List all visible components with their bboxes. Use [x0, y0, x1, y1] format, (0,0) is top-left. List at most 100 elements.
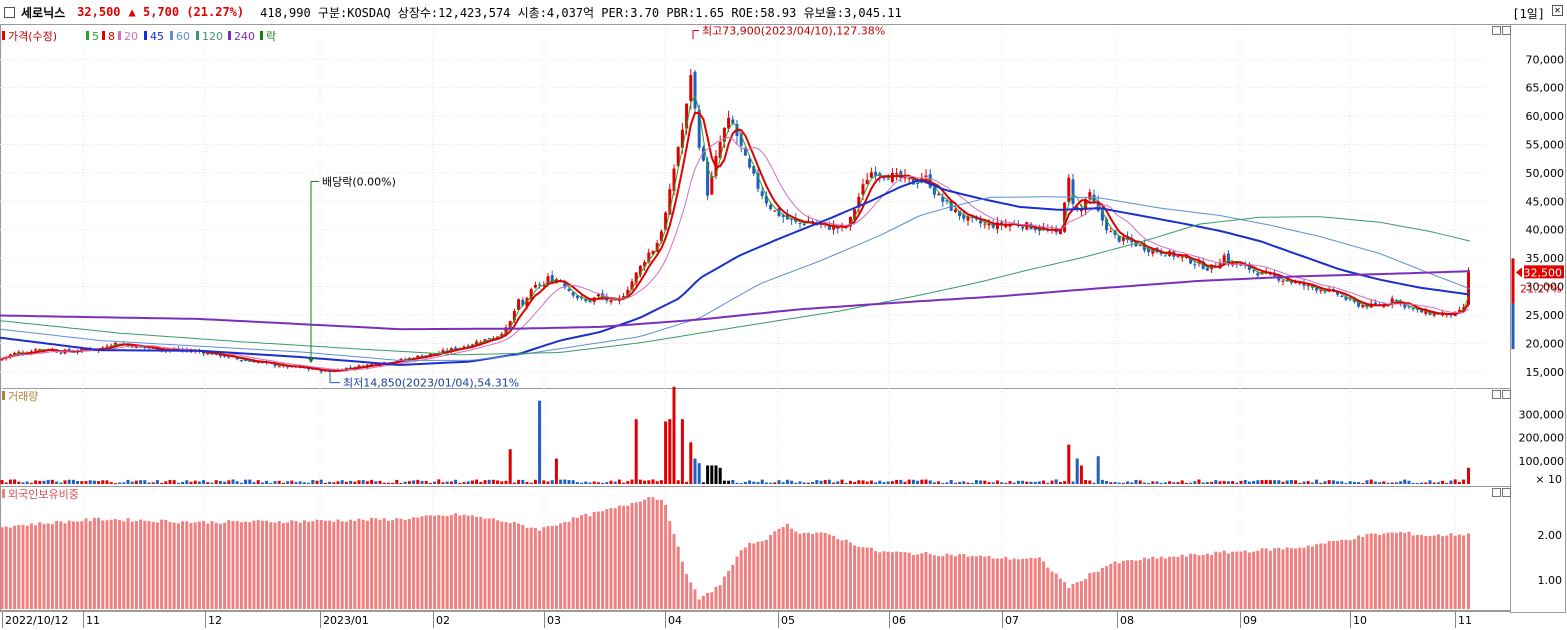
axes: 70,000 65,000 60,000 55,000 50,000 45,000 40,0…	[2, 53, 1564, 628]
foreign-bar	[899, 551, 903, 609]
foreign-bar	[617, 505, 621, 609]
foreign-bar	[416, 517, 420, 609]
volume-unit-label: × 10	[1535, 473, 1562, 486]
volume-bar	[823, 480, 827, 484]
foreign-bar	[382, 518, 386, 609]
foreign-bar	[500, 521, 504, 609]
candle-body	[1067, 177, 1071, 202]
ma-line-20	[1, 136, 1469, 371]
candle-body	[874, 171, 878, 176]
foreign-bar	[1096, 571, 1100, 609]
volume-bar	[214, 480, 218, 484]
volume-bar	[290, 480, 294, 484]
volume-bar	[286, 481, 290, 484]
foreign-bar	[1012, 558, 1016, 609]
candle-body	[848, 217, 852, 227]
foreign-pane[interactable]	[0, 497, 1471, 609]
foreign-bar	[1226, 553, 1230, 609]
volume-bar	[1256, 480, 1260, 484]
foreign-bar	[403, 519, 407, 609]
volume-bar	[1445, 482, 1449, 484]
volume-bar	[815, 480, 819, 484]
candle-body	[512, 310, 516, 321]
candle-body	[1441, 313, 1445, 316]
price-pane[interactable]	[0, 69, 1471, 374]
volume-bar	[189, 481, 193, 484]
candle-body	[760, 191, 764, 197]
volume-bar	[899, 479, 903, 484]
candle-body	[1109, 231, 1113, 233]
close-icon[interactable]: ✕	[1552, 5, 1563, 16]
current-pct-label: 21.27%	[1520, 282, 1562, 295]
candle-body	[235, 357, 239, 360]
volume-bar	[659, 480, 663, 484]
foreign-bar	[525, 527, 529, 609]
foreign-bar	[785, 523, 789, 609]
foreign-bar	[151, 521, 155, 609]
foreign-bar	[294, 521, 298, 609]
volume-bar	[1218, 481, 1222, 484]
volume-bar	[412, 480, 416, 484]
foreign-tick-label: 2.00	[1538, 529, 1563, 542]
candle-body	[945, 200, 949, 202]
volume-bar	[584, 481, 588, 484]
volume-pane[interactable]	[0, 386, 1471, 485]
foreign-bar	[1042, 561, 1046, 609]
volume-bar	[756, 482, 760, 484]
volume-bar	[1109, 482, 1113, 484]
checkbox-icon[interactable]	[4, 6, 15, 18]
foreign-bar	[399, 518, 403, 609]
foreign-bar	[735, 556, 739, 609]
volume-bar	[1193, 481, 1197, 484]
volume-bar	[1058, 481, 1062, 484]
foreign-bar	[1155, 558, 1159, 609]
candle-body	[399, 358, 403, 361]
legend-ma-label: 락	[266, 30, 276, 43]
foreign-bar	[1050, 571, 1054, 609]
volume-bar	[1331, 480, 1335, 484]
candle-body	[832, 225, 836, 230]
volume-bar	[521, 479, 525, 484]
volume-bar	[1159, 483, 1163, 485]
candle-body	[487, 337, 491, 340]
legend-price-swatch	[2, 31, 5, 40]
volume-bar	[172, 480, 176, 484]
volume-bar	[710, 465, 714, 484]
volume-bar	[550, 480, 554, 484]
foreign-bar	[647, 497, 651, 609]
volume-bar	[1054, 479, 1058, 484]
candle-body	[1315, 288, 1319, 291]
foreign-bar	[966, 556, 970, 609]
foreign-bar	[983, 556, 987, 609]
foreign-bar	[991, 558, 995, 609]
foreign-bar	[281, 523, 285, 609]
candle-body	[1319, 290, 1323, 292]
foreign-bar	[374, 518, 378, 609]
foreign-bar	[63, 523, 67, 609]
volume-bar	[1336, 481, 1340, 484]
candle-body	[567, 288, 571, 291]
foreign-bar	[55, 520, 59, 609]
foreign-bar	[1436, 534, 1440, 609]
candle-body	[1058, 230, 1062, 235]
volume-bar	[1121, 482, 1125, 484]
foreign-bar	[92, 517, 96, 609]
ma-line-240	[0, 270, 1471, 331]
volume-bar	[609, 480, 613, 484]
candle-body	[853, 209, 857, 220]
candle-body	[1302, 282, 1306, 286]
foreign-bar	[1453, 535, 1457, 609]
foreign-bar	[1117, 563, 1121, 609]
foreign-bar	[479, 516, 483, 609]
legend-ma-label: 8	[108, 30, 115, 43]
foreign-bar	[1163, 558, 1167, 609]
volume-bar	[109, 482, 113, 484]
period-selector[interactable]: [1일]	[1512, 7, 1545, 21]
volume-bar	[1302, 481, 1306, 484]
candle-body	[685, 103, 689, 129]
low-annotation: 최저14,850(2023/01/04),54.31%	[343, 377, 519, 390]
volume-bar	[1046, 482, 1050, 484]
volume-bar	[794, 482, 798, 484]
volume-bar	[1289, 480, 1293, 484]
foreign-bar	[987, 555, 991, 609]
